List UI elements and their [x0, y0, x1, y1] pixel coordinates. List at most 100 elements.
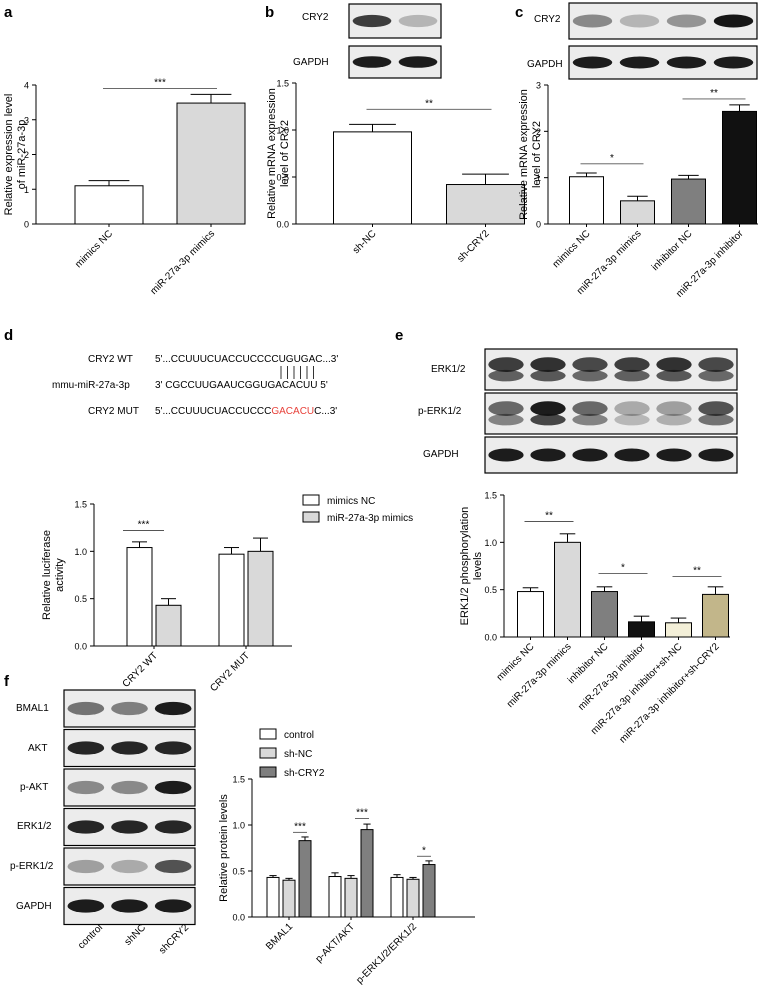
chart-e-ytick-label: 0.5 [484, 585, 497, 595]
blot-c-label-cry2: CRY2 [534, 14, 561, 25]
chart-a-ylabel-line2: of miR-27a-3p [16, 120, 28, 190]
blot-f-gapdh-band [111, 899, 148, 913]
seq-mut-pre: 5'...CCUUUCUACCUCCC [155, 406, 271, 417]
blot-c-cry2-band [619, 14, 660, 28]
chart-e-bar [702, 593, 729, 638]
blot-e-erk [484, 348, 738, 391]
chart-e-bar [591, 591, 618, 638]
chart-c: 0 1 2 3 Relative mRNA expression level of CRY… [518, 81, 758, 300]
blot-c-cry2-band [666, 14, 707, 28]
blot-f-bmal1-band [111, 701, 148, 716]
chart-f-xtick-label: p-ERK1/2/ERK1/2 [354, 921, 419, 986]
panel-label-f: f [4, 673, 10, 690]
seq-mut: 5'...CCUUUCUACCUCCCGACACUC...3' [155, 406, 337, 417]
blot-e-perk-band [530, 401, 566, 416]
chart-b-ylabel-line2: level of CRY2 [279, 120, 291, 187]
seq-mut-mutated: GACACU [271, 406, 314, 417]
chart-f-ytick-label: 1.5 [232, 775, 245, 785]
blot-f-gapdh-band [154, 899, 192, 913]
panel-label-a: a [4, 4, 13, 21]
chart-f-sig-label: *** [356, 808, 368, 819]
blot-b-label-gapdh: GAPDH [293, 57, 329, 68]
blot-c-gapdh-band [619, 56, 660, 69]
chart-e-xtick-label: miR-27a-3p mimics [505, 641, 574, 710]
chart-d-bar-1 [155, 604, 182, 647]
blot-f-erk-band [154, 820, 192, 834]
chart-f-legend-label: sh-CRY2 [284, 768, 325, 779]
chart-e-bar [554, 541, 581, 638]
blot-e-perk-band [656, 401, 692, 416]
chart-c-xtick-label: inhibitor NC [650, 228, 695, 273]
blot-f-erk [63, 807, 196, 847]
blot-f-label-erk: ERK1/2 [17, 821, 52, 832]
blot-c-gapdh-band [572, 56, 613, 69]
chart-e-ytick-label: 1.5 [484, 491, 497, 501]
chart-b-bar [446, 184, 525, 225]
blot-e-label-perk: p-ERK1/2 [418, 406, 462, 417]
chart-c-ytick-label: 0 [536, 220, 541, 230]
chart-c-sig-label: * [610, 153, 614, 164]
chart-e-sig-label: ** [545, 511, 553, 522]
blot-e-perk-band-lower [614, 413, 650, 426]
panel-label-b: b [265, 4, 274, 21]
blot-f-gapdh [63, 886, 196, 926]
chart-a-xtick-label: miR-27a-3p mimics [148, 228, 217, 297]
chart-c-bar [671, 178, 706, 225]
chart-e-ytick-label: 1.0 [484, 538, 497, 548]
blot-f-perk-band [154, 859, 192, 874]
blot-e-erk-band [488, 357, 524, 372]
chart-a-ytick-label: 2 [24, 150, 29, 160]
blot-images [63, 2, 758, 926]
chart-b-ylabel-line1: Relative mRNA expression [266, 88, 278, 219]
seq-mut-post: C...3' [314, 406, 337, 417]
blot-f-perk-band [67, 859, 105, 874]
blot-f-pakt [63, 768, 196, 807]
blot-b-gapdh [348, 45, 442, 79]
blot-e-erk-band [572, 357, 608, 372]
chart-c-ylabel-line1: Relative mRNA expression [518, 89, 530, 220]
chart-c-bar [620, 200, 655, 225]
chart-a-sig-label: *** [154, 77, 166, 88]
blot-e-erk-band [614, 357, 650, 372]
seq-pairing-lines [280, 366, 314, 379]
blot-f-label-bmal1: BMAL1 [16, 703, 49, 714]
chart-b-xtick-label: sh-CRY2 [455, 228, 492, 265]
blot-f-akt-band [67, 741, 105, 755]
blot-f-lane-shcry2: shCRY2 [157, 922, 191, 956]
chart-f-sig-label: * [422, 845, 426, 856]
chart-b-ytick-label: 1.0 [276, 126, 289, 136]
panel-label-d: d [4, 327, 13, 344]
blot-c-gapdh-band [713, 56, 754, 69]
chart-b-ytick-label: 0.0 [276, 220, 289, 230]
blot-f-bmal1 [63, 689, 196, 728]
chart-d-ytick-label: 1.5 [74, 500, 87, 510]
chart-f-ylabel: Relative protein levels [218, 794, 230, 902]
chart-c-ytick-label: 2 [536, 127, 541, 137]
chart-e-ylabel-line2: levels [472, 551, 484, 580]
blot-e-erk-band-lower [698, 369, 734, 382]
blot-c-label-gapdh: GAPDH [527, 59, 563, 70]
chart-f-xtick-label: BMAL1 [264, 921, 295, 952]
chart-a-ytick-label: 3 [24, 115, 29, 125]
chart-e-bar [517, 591, 544, 638]
seq-label-mirna: mmu-miR-27a-3p [52, 380, 130, 391]
blot-e-erk-band-lower [530, 369, 566, 382]
chart-e-bar [665, 622, 692, 638]
blot-c-cry2-band [572, 14, 613, 28]
chart-a-xtick-label: mimics NC [73, 228, 115, 270]
blot-f-gapdh-band [67, 899, 105, 913]
chart-d-xtick-label: CRY2 MUT [208, 650, 252, 694]
chart-c-xtick-label: mimics NC [551, 228, 593, 270]
blot-b-cry2 [348, 3, 442, 39]
blot-e-erk-band-lower [656, 369, 692, 382]
chart-f-bar-1 [344, 877, 358, 918]
chart-c-sig-label: ** [710, 88, 718, 99]
blot-c-cry2-band [713, 14, 754, 28]
blot-e-gapdh-band [698, 448, 734, 462]
chart-a-ytick-label: 0 [24, 220, 29, 230]
blot-c-gapdh-band [666, 56, 707, 69]
blot-b-cry2-band [398, 14, 438, 28]
chart-f-ytick-label: 0.5 [232, 867, 245, 877]
blot-e-erk-band [656, 357, 692, 372]
